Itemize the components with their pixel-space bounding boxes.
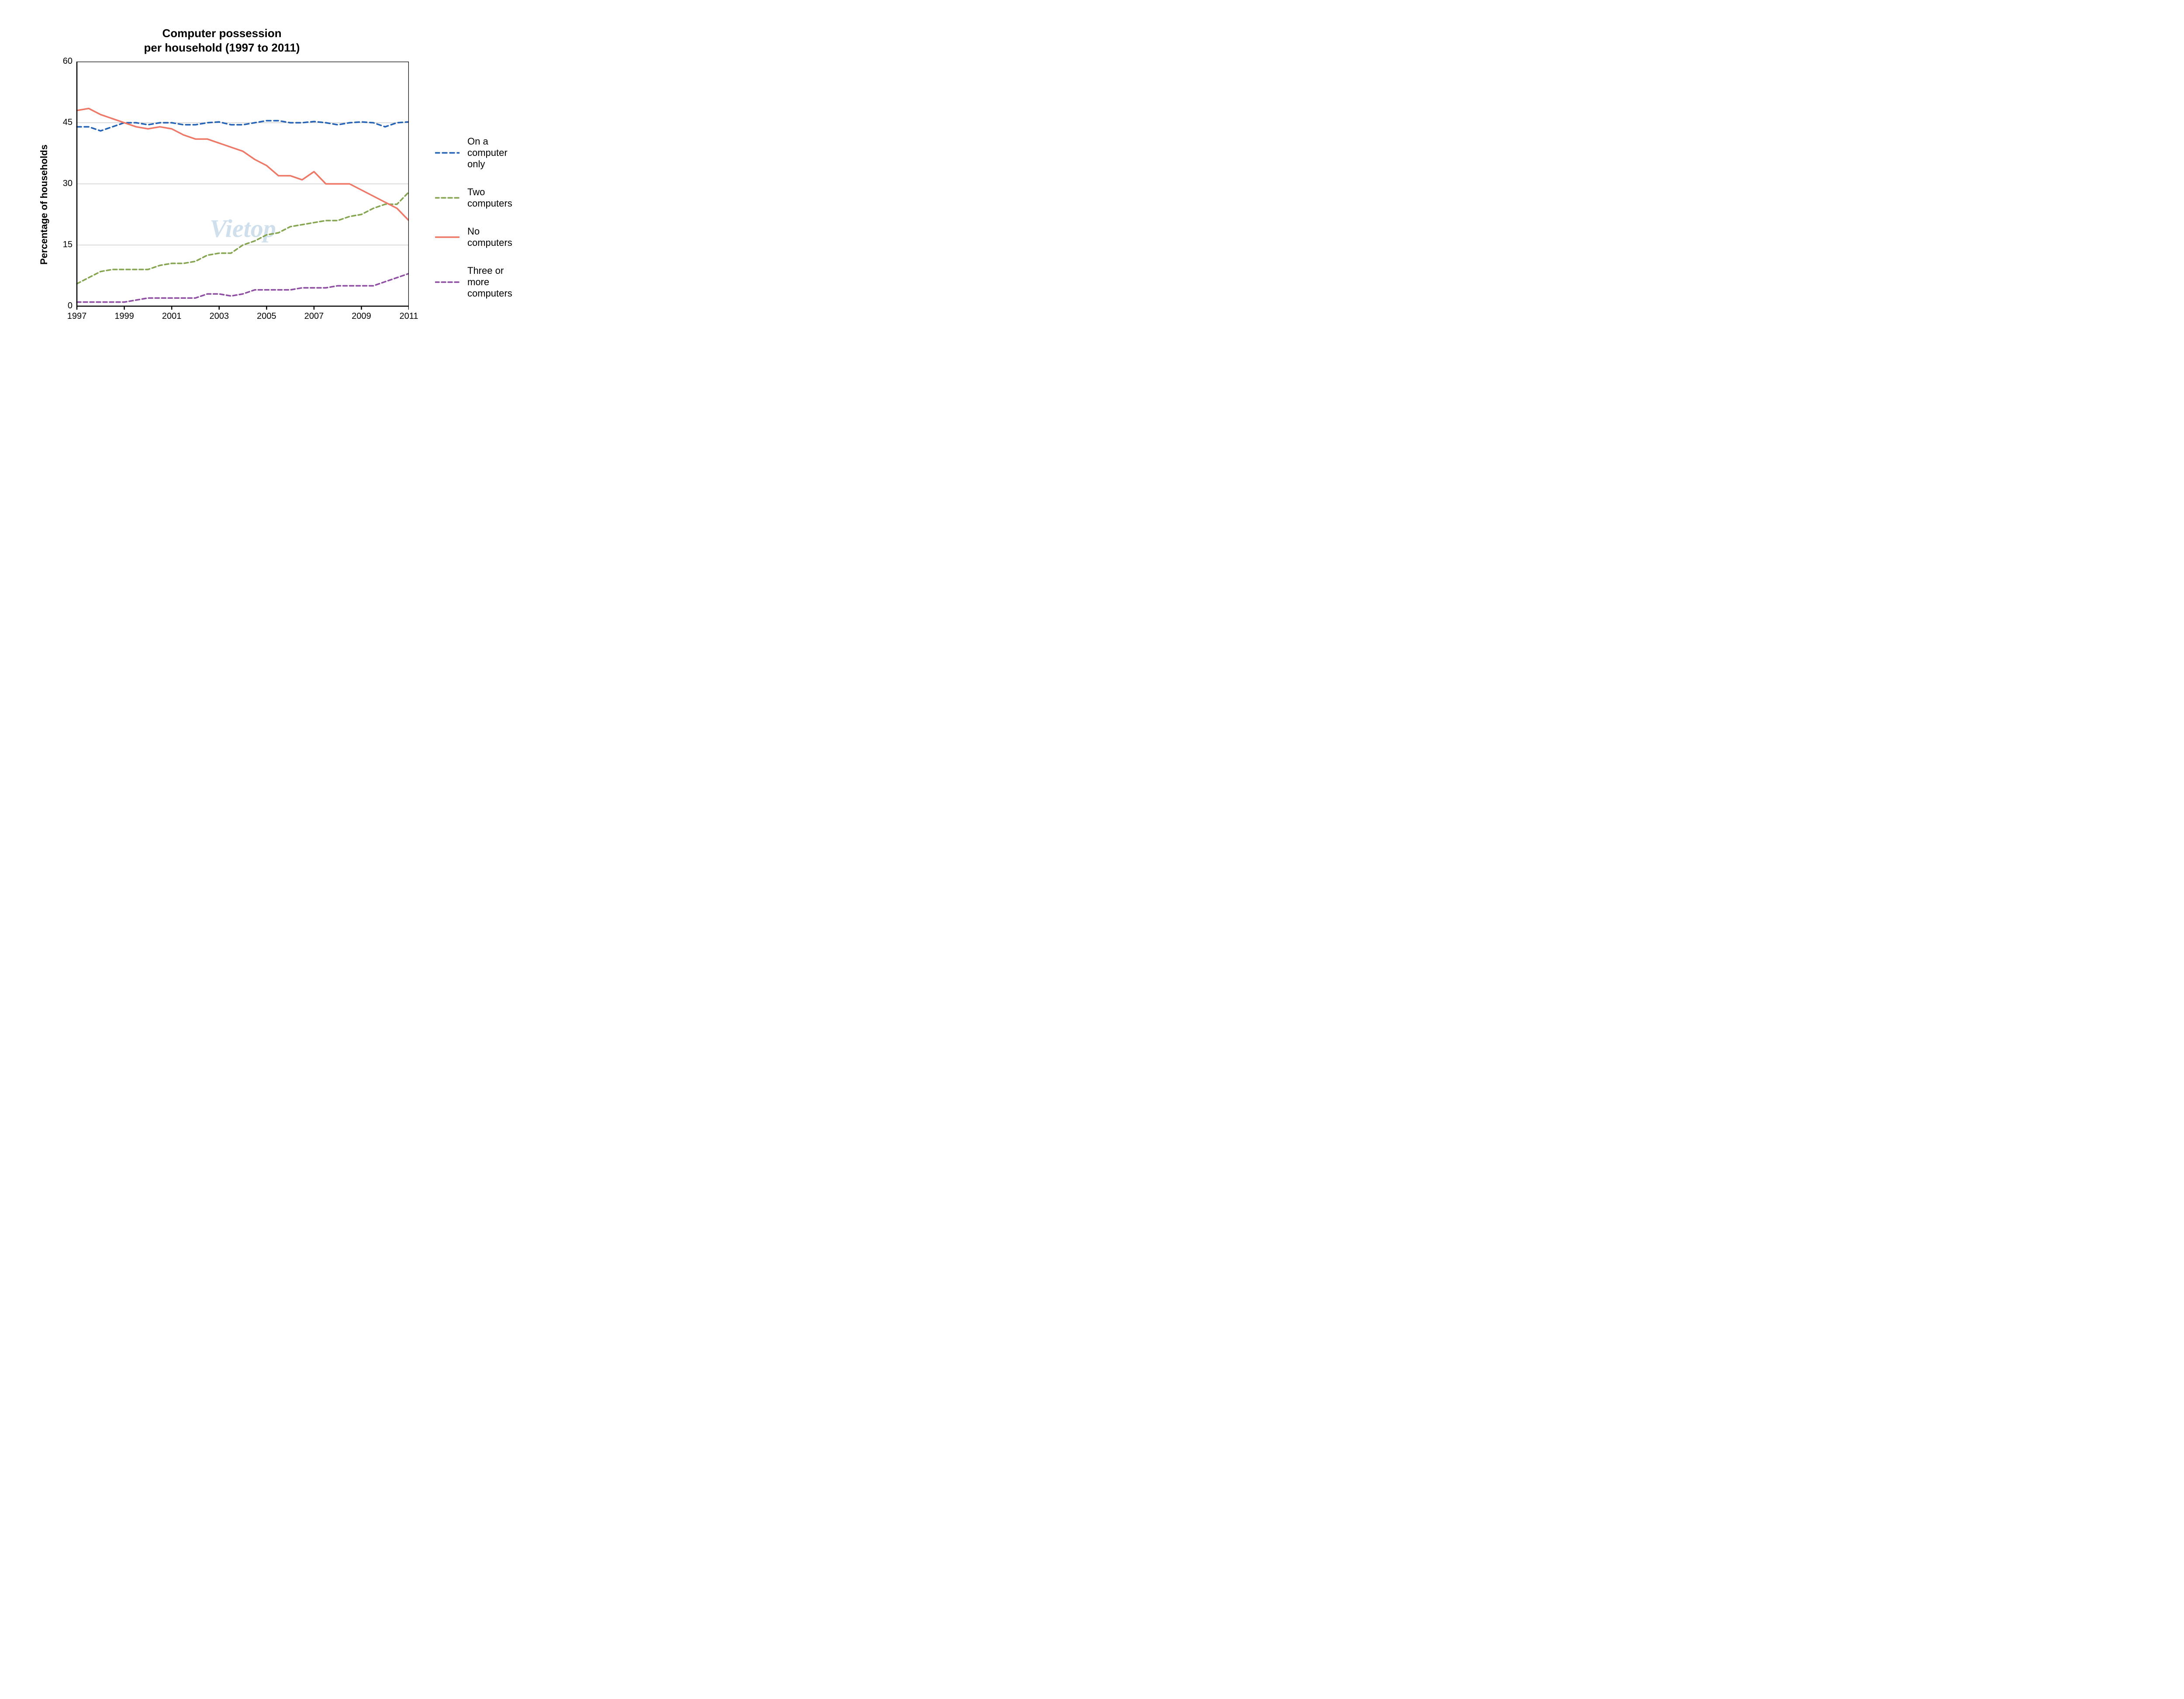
- legend-label-no_computers: No computers: [467, 226, 512, 249]
- legend-label-one_computer: On a computer only: [467, 136, 512, 170]
- legend-swatch-one_computer: [435, 150, 460, 156]
- legend-swatch-no_computers: [435, 234, 460, 240]
- legend: On a computer only Two computers No comput…: [435, 136, 512, 299]
- legend-item-three_plus: Three or more computers: [435, 265, 512, 299]
- legend-swatch-two_computers: [435, 195, 460, 201]
- chart-container: Computer possession per household (1997 …: [35, 26, 409, 330]
- legend-label-two_computers: Two computers: [467, 186, 512, 209]
- chart-svg: Vietop: [35, 62, 409, 330]
- legend-swatch-three_plus: [435, 279, 460, 285]
- legend-item-no_computers: No computers: [435, 226, 512, 249]
- legend-item-one_computer: On a computer only: [435, 136, 512, 170]
- chart-title: Computer possession per household (1997 …: [35, 26, 409, 55]
- watermark-text: Vietop: [210, 214, 276, 242]
- legend-label-three_plus: Three or more computers: [467, 265, 512, 299]
- page: Computer possession per household (1997 …: [0, 0, 682, 425]
- plot-row: Percentage of households 015304560 19971…: [35, 62, 409, 330]
- legend-item-two_computers: Two computers: [435, 186, 512, 209]
